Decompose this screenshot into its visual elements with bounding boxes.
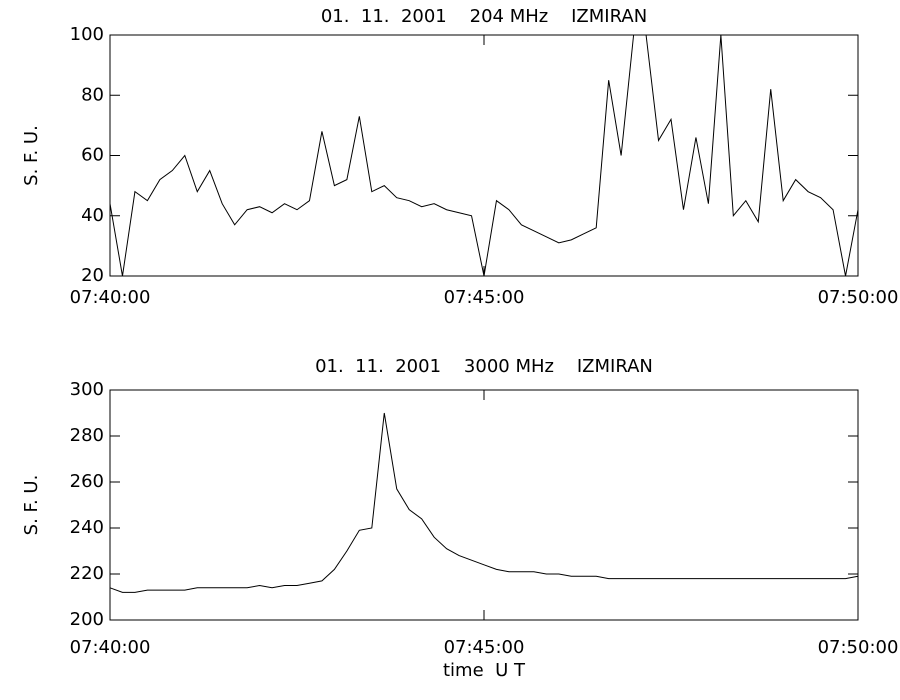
x-axis-label: time U T [443,660,526,681]
y-tick-label: 240 [70,517,104,538]
y-tick-label: 60 [81,145,104,166]
x-tick-label: 07:40:00 [70,637,151,658]
y-tick-label: 300 [70,379,104,400]
y-tick-label: 200 [70,609,104,630]
x-tick-label: 07:50:00 [818,287,899,308]
chart-title: 01. 11. 2001 204 MHz IZMIRAN [321,6,647,27]
y-tick-label: 40 [81,205,104,226]
y-axis-label: S. F. U. [21,125,42,186]
x-tick-label: 07:50:00 [818,637,899,658]
x-tick-label: 07:45:00 [444,287,525,308]
data-line [109,412,859,593]
y-tick-label: 100 [70,24,104,45]
x-tick-label: 07:40:00 [70,287,151,308]
y-tick-label: 280 [70,425,104,446]
chart-title: 01. 11. 2001 3000 MHz IZMIRAN [315,356,653,377]
y-tick-label: 260 [70,471,104,492]
y-tick-label: 80 [81,84,104,105]
data-line [109,34,859,277]
y-axis-label: S. F. U. [21,475,42,536]
y-tick-label: 20 [81,265,104,286]
y-tick-label: 220 [70,563,104,584]
x-tick-label: 07:45:00 [444,637,525,658]
